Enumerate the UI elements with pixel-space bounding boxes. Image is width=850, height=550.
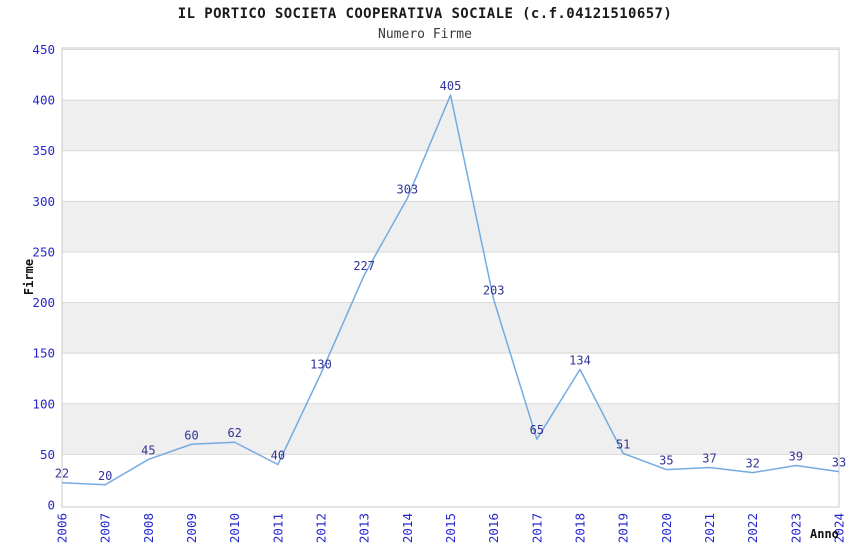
grid-band [62,454,839,505]
x-tick-label: 2015 [443,513,458,543]
grid-band [62,302,839,354]
x-tick-label: 2011 [270,513,285,543]
x-tick-label: 2016 [486,513,501,543]
x-tick-label: 2018 [573,513,588,543]
data-point-label: 39 [789,450,803,464]
grid-band [62,403,839,455]
x-tick-label: 2024 [832,513,847,543]
data-point-label: 227 [353,259,375,273]
y-tick-label: 200 [32,295,55,310]
y-tick-label: 100 [32,396,55,411]
y-tick-label: 150 [32,346,55,361]
data-point-label: 20 [98,469,112,483]
data-point-label: 62 [227,426,241,440]
grid-band [62,150,839,202]
y-tick-label: 300 [32,194,55,209]
grid-band [62,353,839,404]
x-tick-label: 2014 [400,513,415,543]
data-point-label: 134 [569,353,591,367]
y-axis-title: Firme [22,258,36,296]
x-tick-label: 2010 [227,513,242,543]
x-tick-label: 2007 [98,513,113,543]
x-tick-label: 2008 [141,513,156,543]
data-point-label: 22 [55,467,69,481]
data-point-label: 33 [832,456,846,470]
y-tick-label: 350 [32,143,55,158]
data-point-label: 35 [659,454,673,468]
data-point-label: 203 [483,284,505,298]
x-tick-label: 2006 [55,513,70,543]
data-point-label: 37 [702,452,716,466]
y-tick-label: 450 [32,42,55,57]
data-point-label: 32 [745,457,759,471]
data-line [61,94,840,486]
x-tick-label: 2023 [788,513,803,543]
x-tick-label: 2013 [357,513,372,543]
chart-subtitle: Numero Firme [378,27,472,42]
x-tick-label: 2021 [702,513,717,543]
data-point-label: 51 [616,437,630,451]
x-tick-label: 2009 [184,513,199,543]
data-point-label: 60 [184,428,198,442]
x-tick-label: 2019 [616,513,631,543]
data-point-label: 303 [396,182,418,196]
data-point-label: 45 [141,443,155,457]
y-tick-label: 250 [32,244,55,259]
plot-border [61,47,840,508]
x-tick-label: 2022 [745,513,760,543]
x-axis-title: Anno [810,527,839,541]
grid-band [62,100,839,151]
y-tick-label: 50 [40,447,55,462]
x-tick-label: 2020 [659,513,674,543]
grid-band [62,251,839,303]
grid-band [62,49,839,101]
data-point-label: 130 [310,357,332,371]
grid-band [62,201,839,252]
x-tick-label: 2012 [314,513,329,543]
y-tick-label: 400 [32,93,55,108]
x-tick-label: 2017 [529,513,544,543]
data-point-label: 40 [271,449,285,463]
data-point-label: 65 [530,423,544,437]
data-point-label: 405 [440,79,462,93]
y-tick-label: 0 [47,498,55,513]
chart-title: IL PORTICO SOCIETA COOPERATIVA SOCIALE (… [177,6,673,22]
